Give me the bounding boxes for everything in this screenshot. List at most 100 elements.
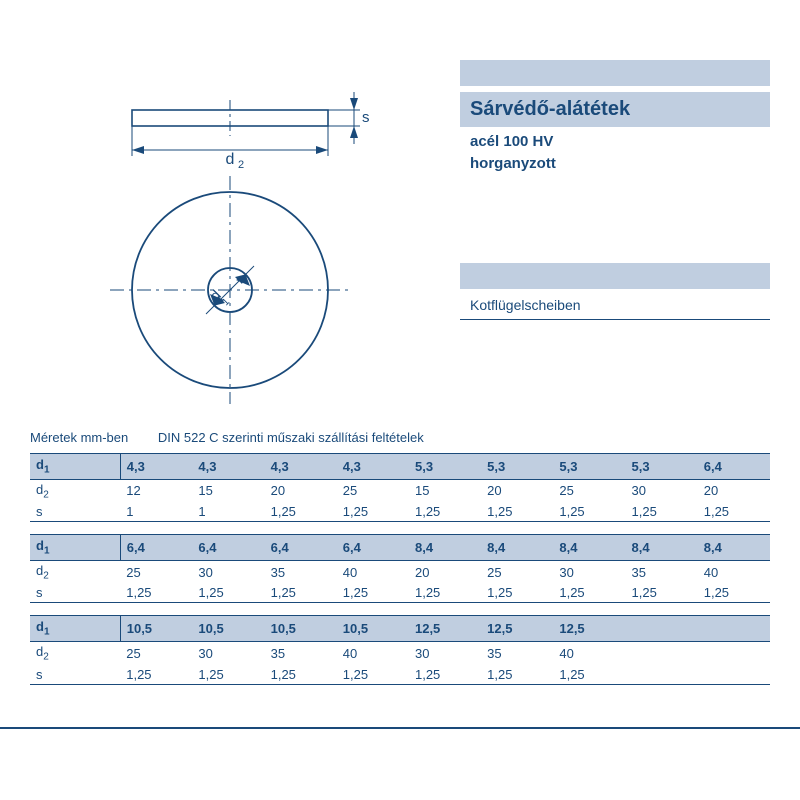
s-value: 1,25 xyxy=(626,583,698,603)
d2-value: 25 xyxy=(553,479,625,502)
d1-value: 6,4 xyxy=(192,535,264,561)
d2-value: 25 xyxy=(481,560,553,583)
d1-value: 8,4 xyxy=(409,535,481,561)
d2-value: 25 xyxy=(120,641,192,664)
d2-value: 30 xyxy=(553,560,625,583)
table-caption: Méretek mm-ben DIN 522 C szerinti műszak… xyxy=(30,430,770,445)
s-value: 1,25 xyxy=(265,665,337,685)
product-title: Sárvédő-alátétek xyxy=(470,98,760,121)
technical-diagram: d 2 s xyxy=(30,20,460,410)
s-value: 1,25 xyxy=(192,665,264,685)
row-label-d2: d2 xyxy=(30,479,120,502)
s-value: 1,25 xyxy=(265,583,337,603)
dimension-tables: d14,34,34,34,35,35,35,35,36,4d2121520251… xyxy=(30,453,770,685)
s-value xyxy=(626,665,698,685)
row-label-d2: d2 xyxy=(30,560,120,583)
d1-value: 12,5 xyxy=(409,616,481,642)
decorative-band-top xyxy=(460,60,770,86)
d1-value xyxy=(626,616,698,642)
s-value: 1,25 xyxy=(192,583,264,603)
d1-value: 8,4 xyxy=(553,535,625,561)
s-value: 1,25 xyxy=(120,665,192,685)
d2-value: 40 xyxy=(337,641,409,664)
dimension-table-2: d16,46,46,46,48,48,48,48,48,4d2253035402… xyxy=(30,534,770,603)
d2-value: 35 xyxy=(265,560,337,583)
d1-value: 4,3 xyxy=(192,454,264,480)
s-value: 1 xyxy=(120,502,192,522)
s-value: 1,25 xyxy=(553,583,625,603)
d1-value: 5,3 xyxy=(409,454,481,480)
d2-value: 20 xyxy=(481,479,553,502)
caption-standard: DIN 522 C szerinti műszaki szállítási fe… xyxy=(158,430,424,445)
svg-text:2: 2 xyxy=(238,159,244,171)
d1-value: 5,3 xyxy=(626,454,698,480)
german-name: Kotflügelscheiben xyxy=(460,295,770,320)
material-line-1: acél 100 HV xyxy=(460,133,770,155)
d1-value: 6,4 xyxy=(337,535,409,561)
row-label-s: s xyxy=(30,583,120,603)
row-label-d1: d1 xyxy=(30,535,120,561)
d2-value xyxy=(626,641,698,664)
d2-value: 25 xyxy=(337,479,409,502)
page: d 2 s xyxy=(0,0,800,729)
d1-value: 10,5 xyxy=(337,616,409,642)
d1-value: 4,3 xyxy=(265,454,337,480)
s-value: 1,25 xyxy=(481,665,553,685)
d1-value xyxy=(698,616,770,642)
d2-value: 30 xyxy=(192,641,264,664)
material-line-2: horganyzott xyxy=(460,155,770,177)
d2-value: 40 xyxy=(337,560,409,583)
s-value: 1,25 xyxy=(409,502,481,522)
row-label-d1: d1 xyxy=(30,616,120,642)
svg-text:1: 1 xyxy=(220,296,232,308)
info-panel: Sárvédő-alátétek acél 100 HV horganyzott… xyxy=(460,20,770,410)
s-value: 1,25 xyxy=(337,502,409,522)
d1-value: 10,5 xyxy=(265,616,337,642)
caption-units: Méretek mm-ben xyxy=(30,430,128,445)
s-value: 1,25 xyxy=(481,583,553,603)
title-band: Sárvédő-alátétek xyxy=(460,92,770,127)
d2-value: 30 xyxy=(626,479,698,502)
s-value: 1,25 xyxy=(698,583,770,603)
d1-value: 8,4 xyxy=(481,535,553,561)
d1-value: 5,3 xyxy=(553,454,625,480)
d2-value: 25 xyxy=(120,560,192,583)
svg-text:d: d xyxy=(226,151,235,168)
d1-value: 6,4 xyxy=(265,535,337,561)
d1-value: 4,3 xyxy=(120,454,192,480)
s-value: 1,25 xyxy=(626,502,698,522)
d1-value: 6,4 xyxy=(698,454,770,480)
s-value: 1 xyxy=(192,502,264,522)
s-value: 1,25 xyxy=(698,502,770,522)
d2-value: 12 xyxy=(120,479,192,502)
s-value: 1,25 xyxy=(337,583,409,603)
s-value: 1,25 xyxy=(553,665,625,685)
washer-drawing: d 2 s xyxy=(30,70,430,410)
d1-value: 5,3 xyxy=(481,454,553,480)
spacer xyxy=(460,177,770,263)
d1-value: 10,5 xyxy=(120,616,192,642)
top-section: d 2 s xyxy=(30,20,770,410)
row-label-s: s xyxy=(30,502,120,522)
s-value: 1,25 xyxy=(553,502,625,522)
decorative-band-mid xyxy=(460,263,770,289)
svg-text:s: s xyxy=(362,109,370,126)
d1-value: 8,4 xyxy=(626,535,698,561)
d2-value: 15 xyxy=(192,479,264,502)
d2-value: 20 xyxy=(409,560,481,583)
d1-value: 12,5 xyxy=(481,616,553,642)
d2-value xyxy=(698,641,770,664)
d2-value: 40 xyxy=(553,641,625,664)
row-label-d1: d1 xyxy=(30,454,120,480)
dimension-table-3: d110,510,510,510,512,512,512,5d225303540… xyxy=(30,615,770,684)
d1-value: 6,4 xyxy=(120,535,192,561)
d1-value: 4,3 xyxy=(337,454,409,480)
d2-value: 30 xyxy=(409,641,481,664)
d1-value: 8,4 xyxy=(698,535,770,561)
d2-value: 30 xyxy=(192,560,264,583)
d2-value: 40 xyxy=(698,560,770,583)
s-value: 1,25 xyxy=(120,583,192,603)
d2-value: 35 xyxy=(626,560,698,583)
s-value: 1,25 xyxy=(337,665,409,685)
dimension-table-1: d14,34,34,34,35,35,35,35,36,4d2121520251… xyxy=(30,453,770,522)
